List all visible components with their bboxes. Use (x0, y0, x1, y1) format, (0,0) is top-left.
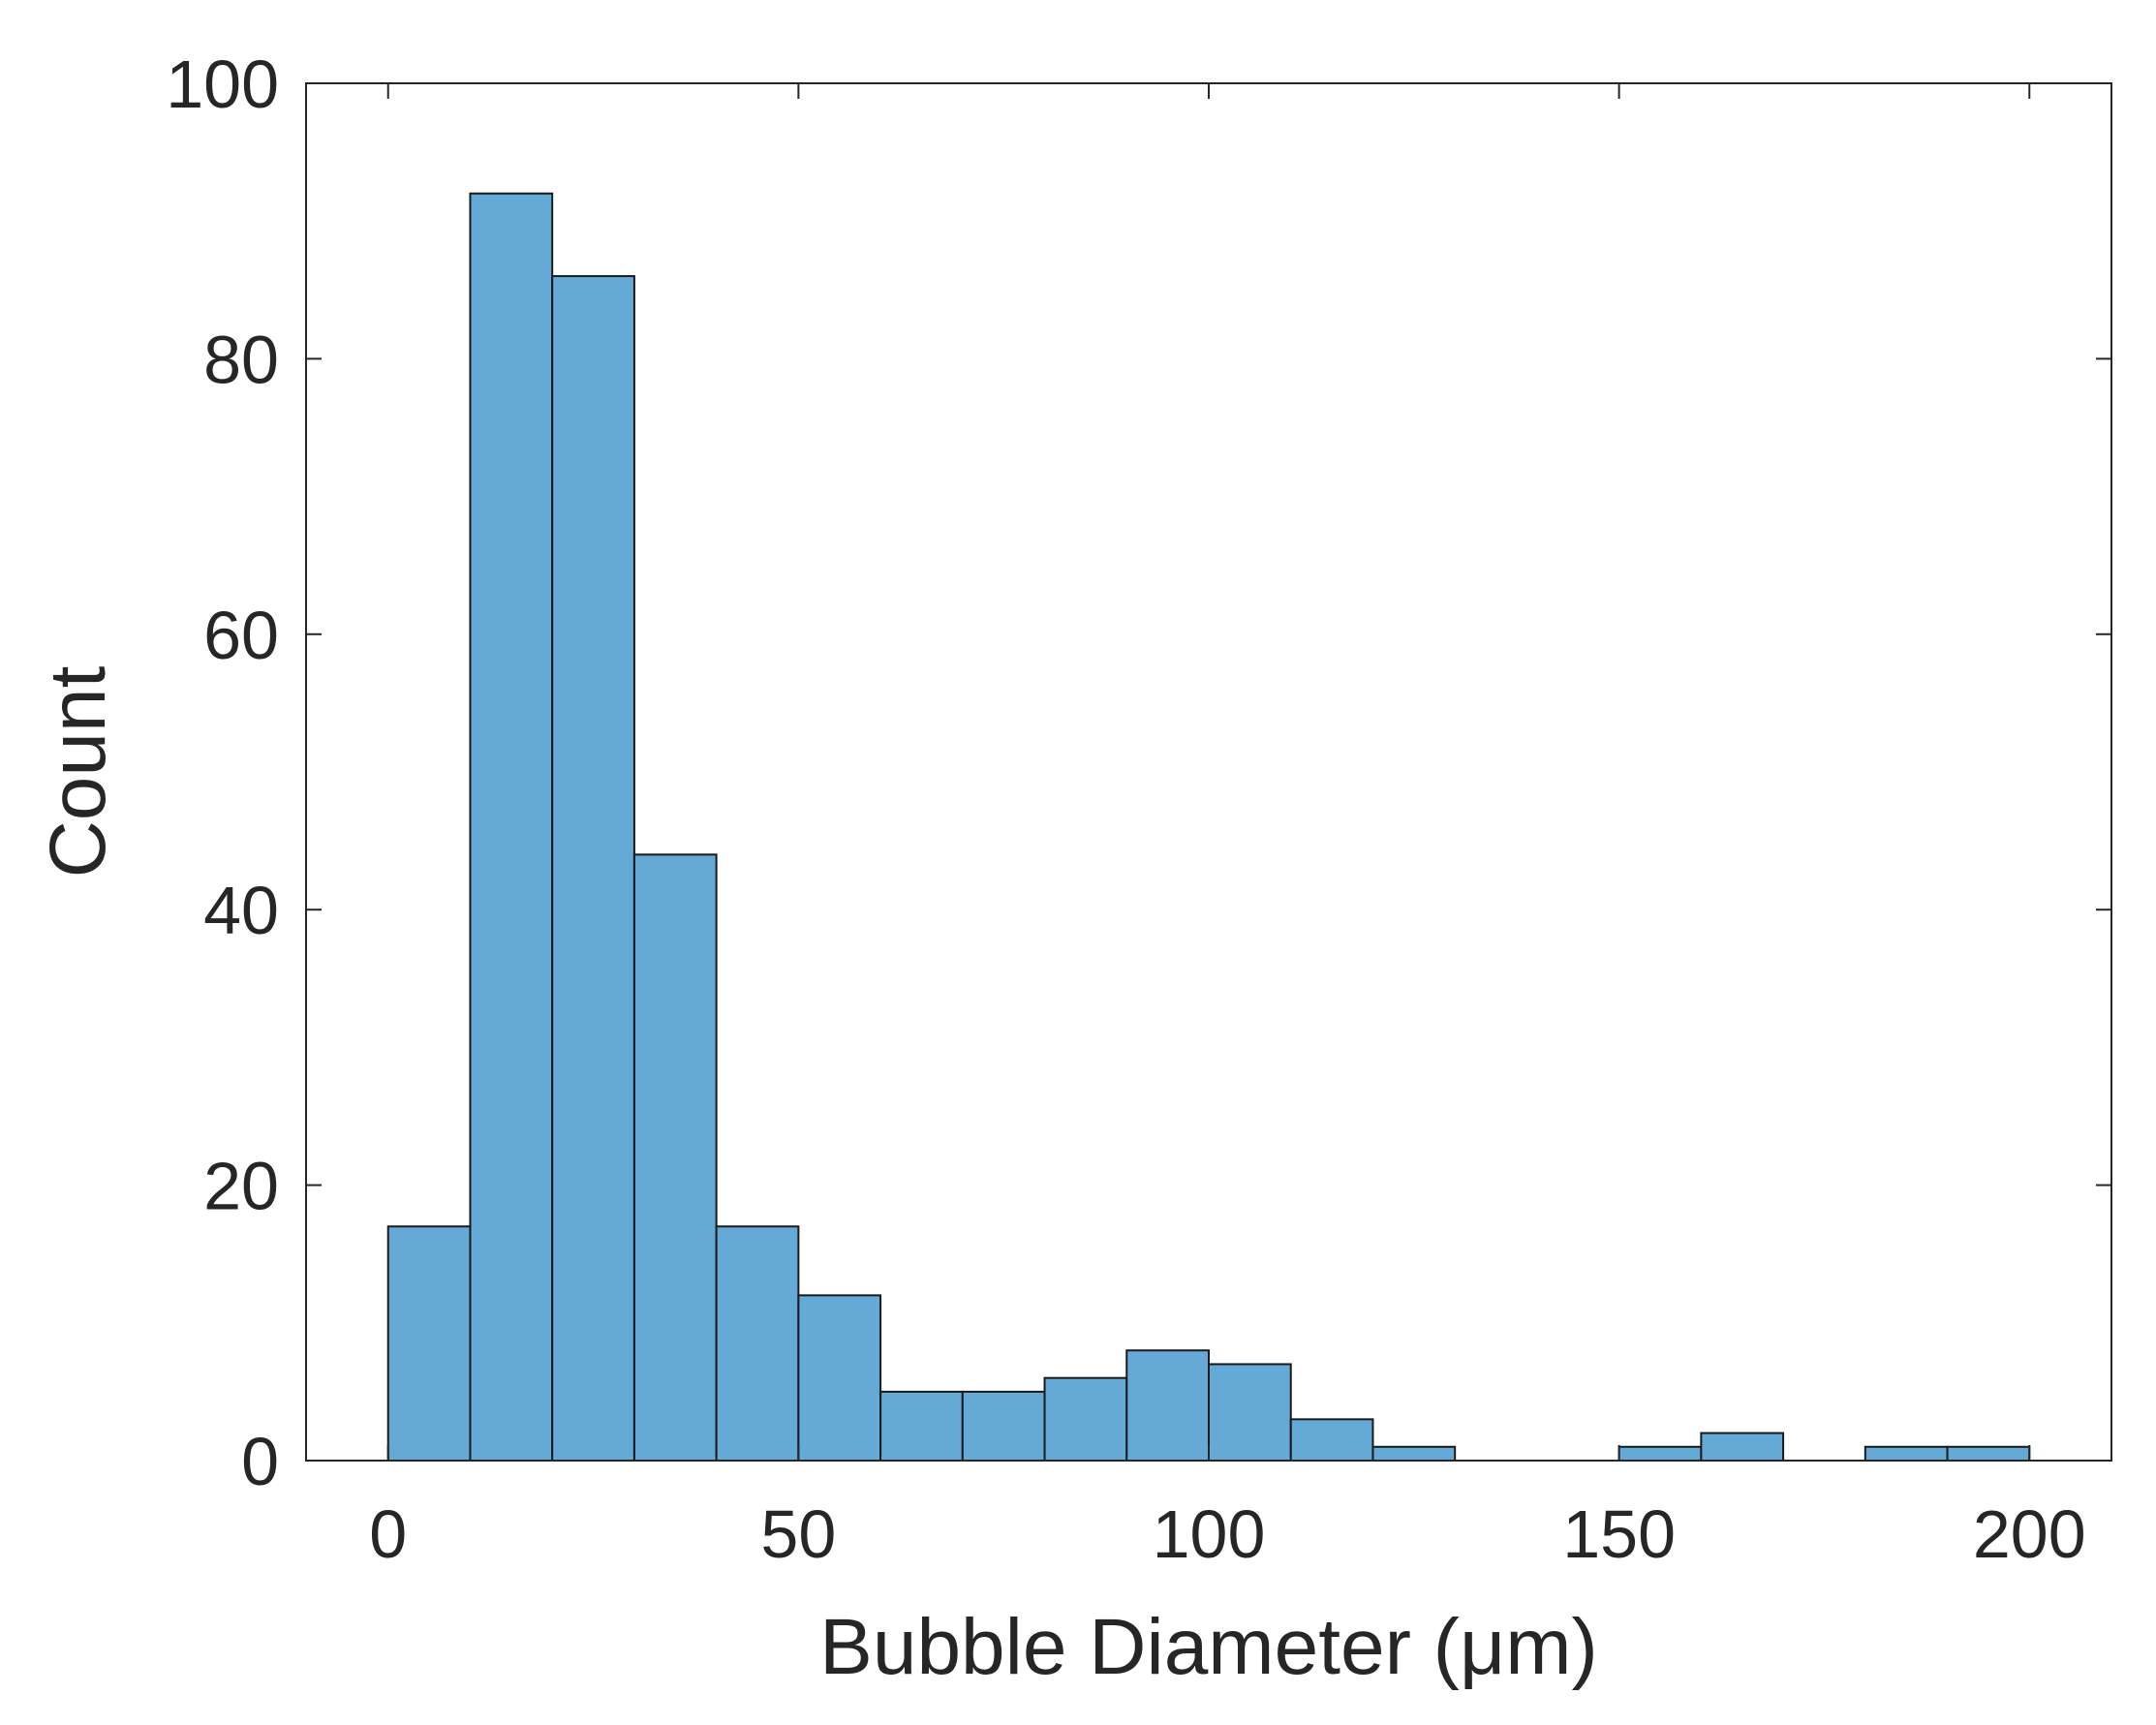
y-tick-label: 60 (203, 598, 279, 673)
ticks-group (306, 82, 2111, 1462)
histogram-bar (879, 1390, 964, 1463)
histogram-bar (1371, 1445, 1457, 1463)
histogram-bar (386, 1225, 472, 1463)
y-axis-label: Count (34, 665, 122, 878)
histogram-bar (961, 1390, 1046, 1463)
bars-group (386, 192, 2031, 1463)
histogram-bar (632, 853, 718, 1462)
histogram-bar (469, 192, 554, 1462)
histogram-bar (797, 1294, 882, 1462)
histogram-bar (1289, 1418, 1374, 1462)
y-tick-label: 100 (166, 46, 279, 122)
y-tick-labels: 0 20 40 60 80 100 (166, 46, 279, 1499)
x-tick-labels: 0 50 100 150 200 (369, 1496, 2085, 1572)
histogram-bar (1125, 1349, 1210, 1462)
histogram-bar (1043, 1376, 1128, 1463)
x-tick-label: 50 (760, 1496, 836, 1572)
y-tick-label: 40 (203, 873, 279, 948)
histogram-bar (1700, 1432, 1785, 1463)
histogram-bar (551, 275, 635, 1463)
x-tick-label: 200 (1973, 1496, 2086, 1572)
histogram-bar (1863, 1445, 1949, 1463)
x-tick-label: 0 (369, 1496, 407, 1572)
y-tick-label: 0 (241, 1424, 279, 1499)
y-tick-label: 80 (203, 322, 279, 397)
histogram-bar (1946, 1445, 2031, 1463)
histogram-bar (1208, 1363, 1292, 1462)
histogram-bar (715, 1225, 800, 1463)
x-tick-label: 150 (1562, 1496, 1676, 1572)
x-tick-label: 100 (1153, 1496, 1266, 1572)
x-axis-label: Bubble Diameter (μm) (819, 1603, 1598, 1691)
histogram-bar (1617, 1445, 1703, 1463)
y-tick-label: 20 (203, 1149, 279, 1224)
